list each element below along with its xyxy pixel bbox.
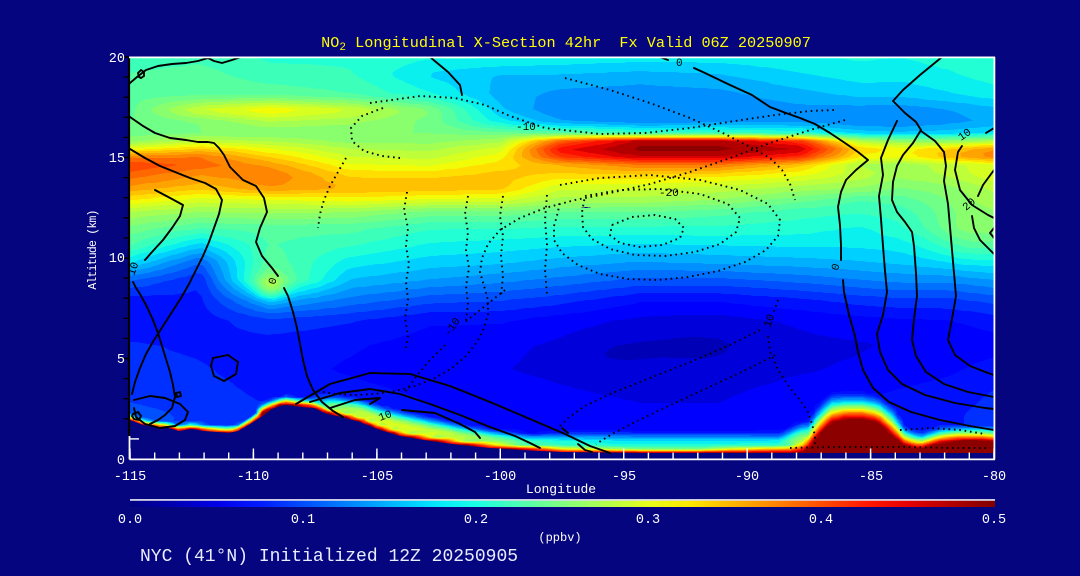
svg-text:NYC (41°N) Initialized 12Z 202: NYC (41°N) Initialized 12Z 20250905 [140, 547, 518, 567]
svg-text:NO2 Longitudinal X-Section 42h: NO2 Longitudinal X-Section 42hr Fx Valid… [321, 34, 811, 54]
svg-text:-110: -110 [237, 470, 269, 485]
svg-text:-80: -80 [982, 470, 1006, 485]
svg-text:-20: -20 [659, 188, 679, 200]
svg-text:0.2: 0.2 [464, 513, 488, 528]
svg-text:Longitude: Longitude [526, 482, 596, 497]
svg-text:20: 20 [109, 52, 125, 67]
svg-text:0.4: 0.4 [809, 513, 833, 528]
svg-text:-90: -90 [735, 470, 759, 485]
svg-text:10: 10 [126, 261, 142, 278]
svg-text:(ppbv): (ppbv) [538, 531, 581, 545]
svg-text:-115: -115 [114, 470, 146, 485]
svg-text:-10: -10 [516, 122, 536, 134]
svg-text:0.5: 0.5 [982, 513, 1006, 528]
svg-text:Altitude (km): Altitude (km) [87, 210, 100, 289]
svg-text:-95: -95 [612, 470, 636, 485]
svg-text:5: 5 [117, 353, 125, 368]
svg-text:0: 0 [676, 58, 683, 70]
svg-text:0: 0 [830, 263, 843, 272]
svg-text:-100: -100 [484, 470, 516, 485]
svg-text:10: 10 [377, 409, 394, 425]
svg-text:0.1: 0.1 [291, 513, 315, 528]
svg-text:0: 0 [267, 277, 280, 286]
svg-text:10: 10 [762, 313, 778, 330]
svg-text:10: 10 [109, 252, 125, 267]
svg-text:0: 0 [117, 454, 125, 469]
svg-text:0.3: 0.3 [636, 513, 660, 528]
svg-text:15: 15 [109, 152, 125, 167]
svg-text:-85: -85 [859, 470, 883, 485]
svg-text:-105: -105 [361, 470, 393, 485]
svg-text:0.0: 0.0 [118, 513, 142, 528]
